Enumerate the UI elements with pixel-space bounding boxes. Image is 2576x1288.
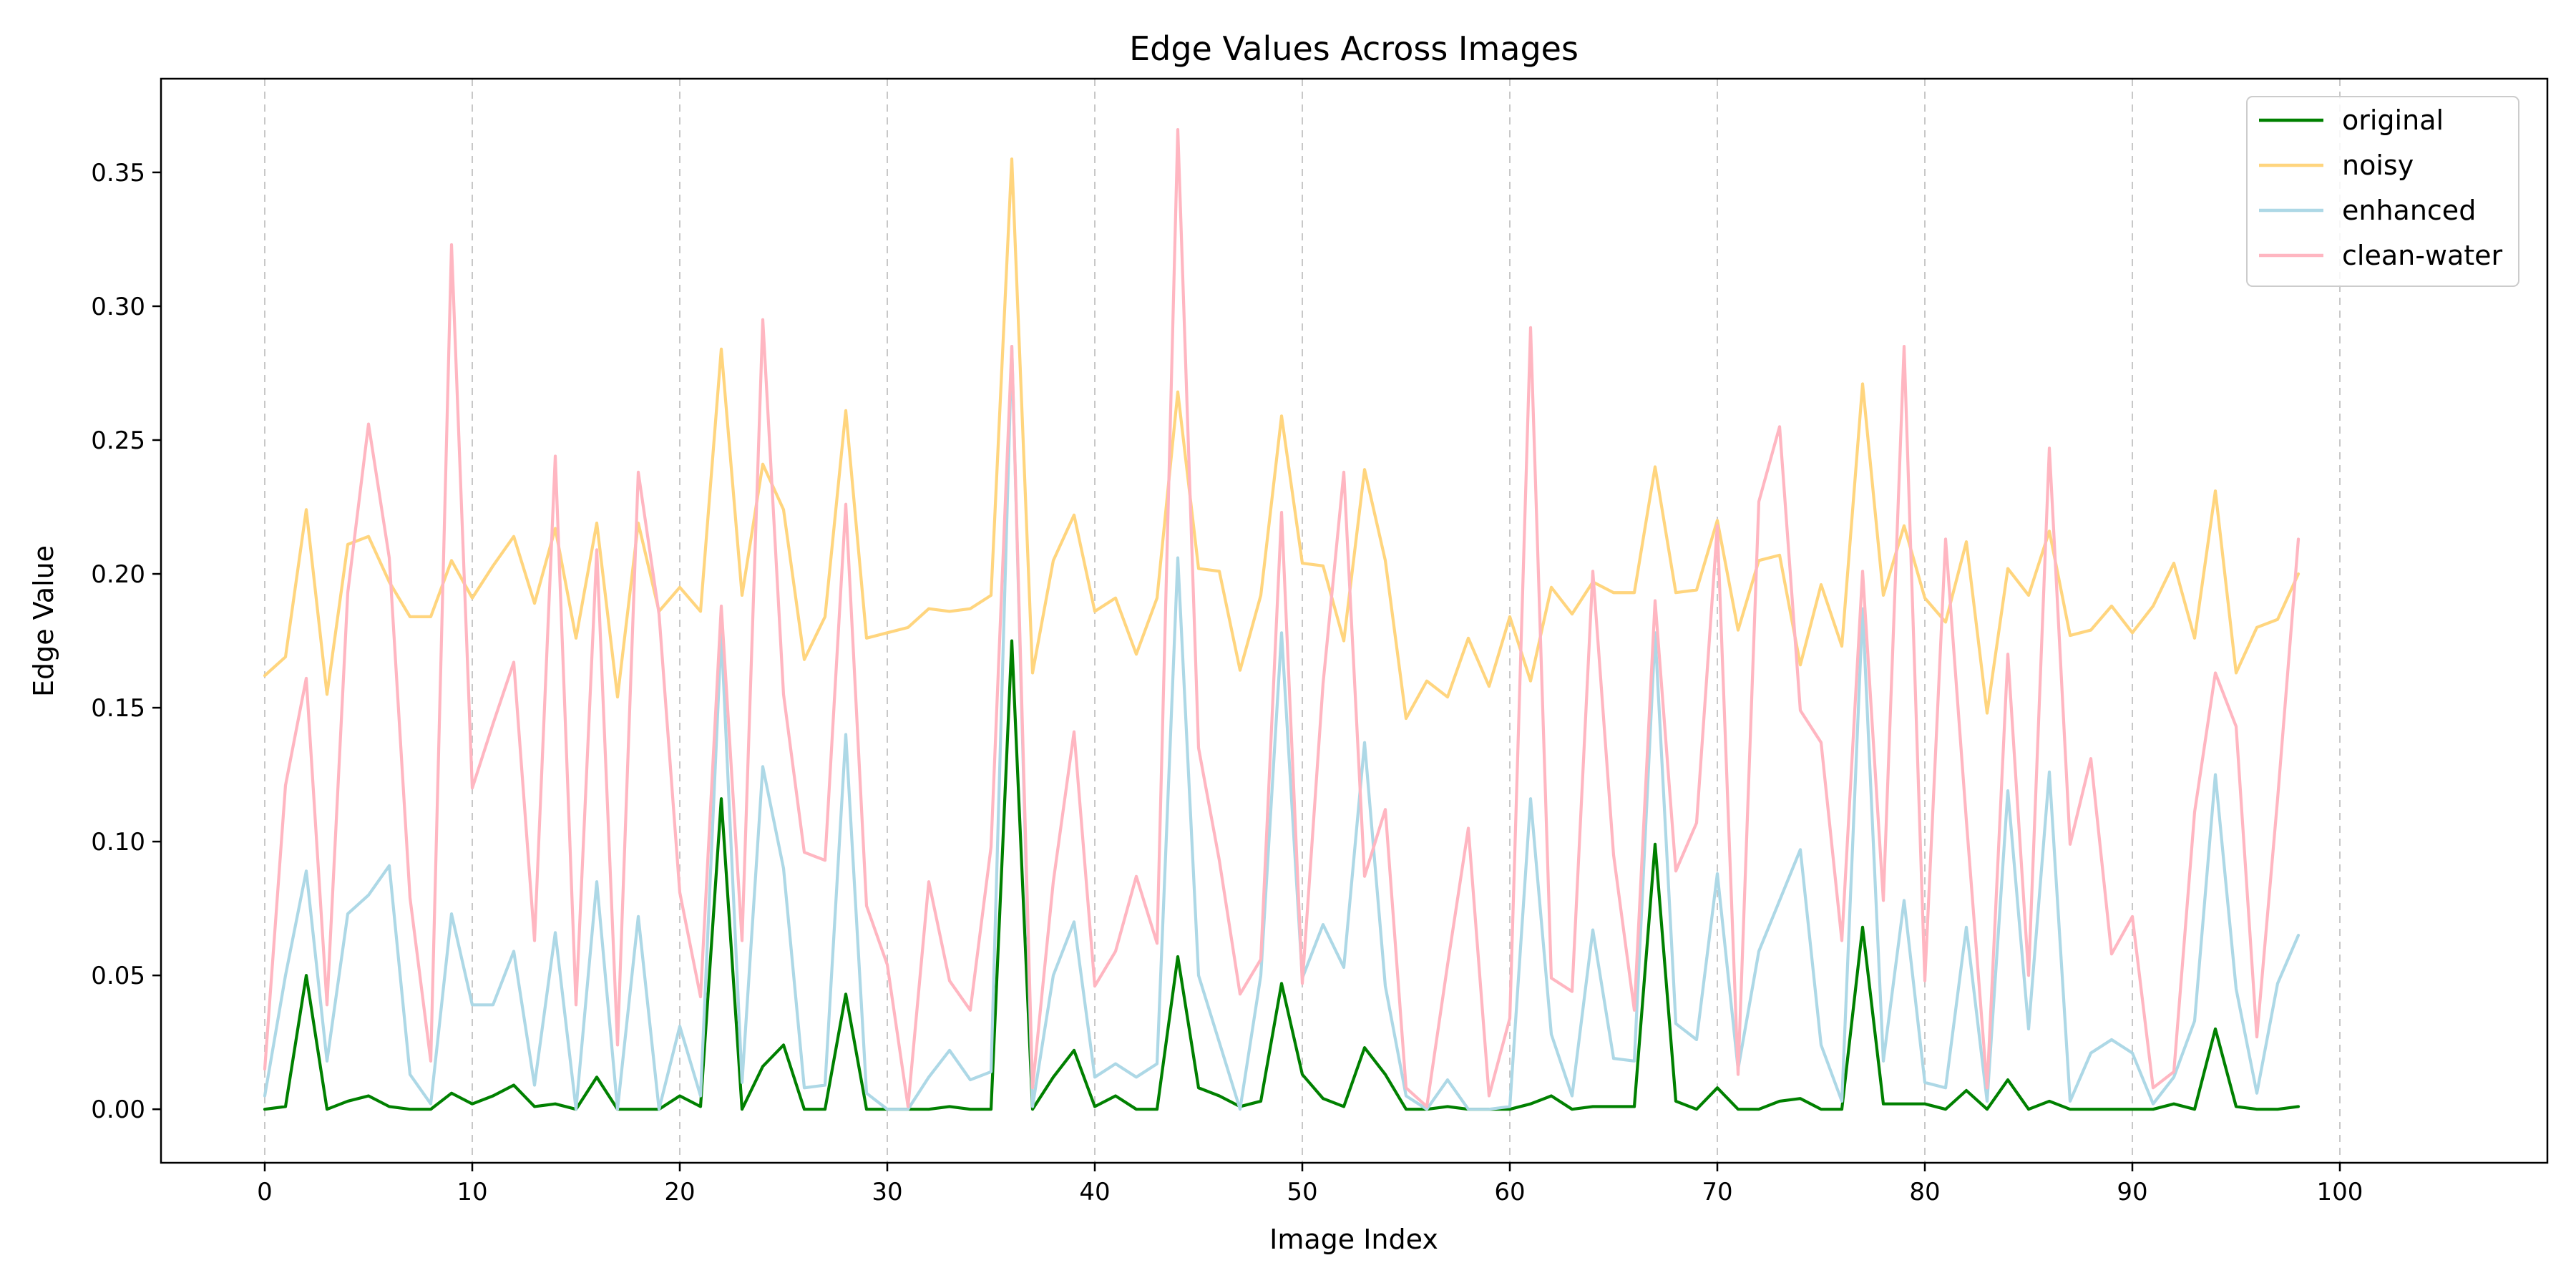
x-tick-label: 0 [257, 1178, 273, 1206]
x-tick-label: 40 [1079, 1178, 1110, 1206]
y-axis-label: Edge Value [28, 545, 59, 697]
y-tick-label: 0.30 [91, 293, 145, 321]
y-tick-label: 0.05 [91, 962, 145, 990]
y-tick-label: 0.10 [91, 828, 145, 857]
y-tick-label: 0.00 [91, 1096, 145, 1124]
x-axis-ticks: 0 10 20 30 40 50 60 70 80 90 100 [257, 1163, 2363, 1206]
legend-label-clean-water: clean-water [2342, 240, 2503, 271]
x-tick-label: 60 [1494, 1178, 1525, 1206]
y-tick-label: 0.15 [91, 694, 145, 723]
y-tick-label: 0.35 [91, 159, 145, 187]
x-tick-label: 30 [872, 1178, 902, 1206]
x-tick-label: 90 [2117, 1178, 2147, 1206]
legend-box [2246, 96, 2519, 287]
y-axis-ticks: 0.00 0.05 0.10 0.15 0.20 0.25 0.30 0.35 [91, 159, 161, 1124]
x-axis-label: Image Index [1269, 1224, 1438, 1255]
grid-lines [264, 79, 2341, 1163]
series-line-noisy [263, 157, 2301, 721]
x-tick-label: 50 [1287, 1178, 1317, 1206]
x-tick-label: 20 [664, 1178, 695, 1206]
legend: original noisy enhanced clean-water [2246, 96, 2519, 287]
legend-label-enhanced: enhanced [2342, 195, 2476, 226]
x-tick-label: 10 [457, 1178, 487, 1206]
y-tick-label: 0.25 [91, 426, 145, 455]
plot-frame [160, 77, 2549, 1164]
data-series [263, 127, 2301, 1111]
series-line-original [263, 639, 2301, 1111]
x-tick-label: 100 [2317, 1178, 2363, 1206]
series-line-clean-water [263, 127, 2301, 1108]
y-tick-label: 0.20 [91, 560, 145, 589]
x-tick-label: 80 [1909, 1178, 1940, 1206]
chart-title: Edge Values Across Images [1129, 29, 1579, 68]
legend-label-noisy: noisy [2342, 150, 2414, 181]
legend-label-original: original [2342, 104, 2444, 136]
x-tick-label: 70 [1702, 1178, 1732, 1206]
series-line-enhanced [263, 344, 2301, 1111]
